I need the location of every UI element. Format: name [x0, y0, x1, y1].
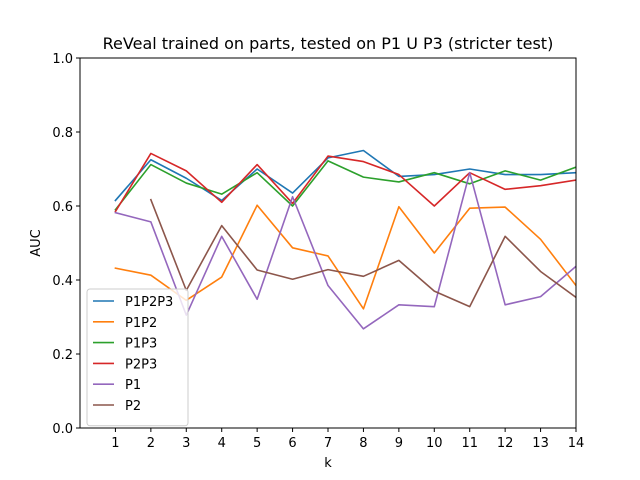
x-tick-label: 2 — [147, 436, 155, 451]
x-tick-label: 5 — [253, 436, 261, 451]
legend-label: P2P3 — [125, 357, 157, 372]
series-line-p1p2 — [114, 204, 576, 310]
legend-label: P1P3 — [125, 337, 157, 352]
x-tick-label: 6 — [288, 436, 296, 451]
x-tick-label: 7 — [324, 436, 332, 451]
x-tick-label: 8 — [359, 436, 367, 451]
x-tick-label: 4 — [218, 436, 226, 451]
x-tick-label: 11 — [461, 436, 478, 451]
x-tick-label: 10 — [426, 436, 443, 451]
legend-box — [86, 288, 189, 427]
y-tick-label: 0.0 — [52, 422, 73, 437]
legend-label: P1P2P3 — [125, 295, 173, 310]
x-tick-label: 3 — [182, 436, 190, 451]
x-tick-label: 9 — [395, 436, 403, 451]
chart-title: ReVeal trained on parts, tested on P1 U … — [103, 34, 554, 53]
x-tick-label: 13 — [532, 436, 549, 451]
series-line-p1p3 — [114, 160, 576, 211]
x-tick-label: 12 — [497, 436, 514, 451]
y-tick-label: 0.4 — [52, 274, 73, 289]
series-line-p2p3 — [114, 152, 576, 213]
legend-label: P1P2 — [125, 316, 157, 331]
y-tick-label: 0.8 — [52, 126, 73, 141]
x-tick-label: 14 — [568, 436, 585, 451]
series-line-p1 — [114, 171, 576, 330]
legend-label: P1 — [125, 378, 141, 393]
x-tick-label: 1 — [111, 436, 119, 451]
legend-label: P2 — [125, 399, 141, 414]
x-axis-title: k — [324, 456, 332, 471]
series-line-p2 — [149, 198, 576, 308]
y-tick-label: 0.2 — [52, 348, 73, 363]
y-tick-label: 0.6 — [52, 200, 73, 215]
y-axis-title: AUC — [29, 229, 44, 257]
y-tick-label: 1.0 — [52, 52, 73, 67]
